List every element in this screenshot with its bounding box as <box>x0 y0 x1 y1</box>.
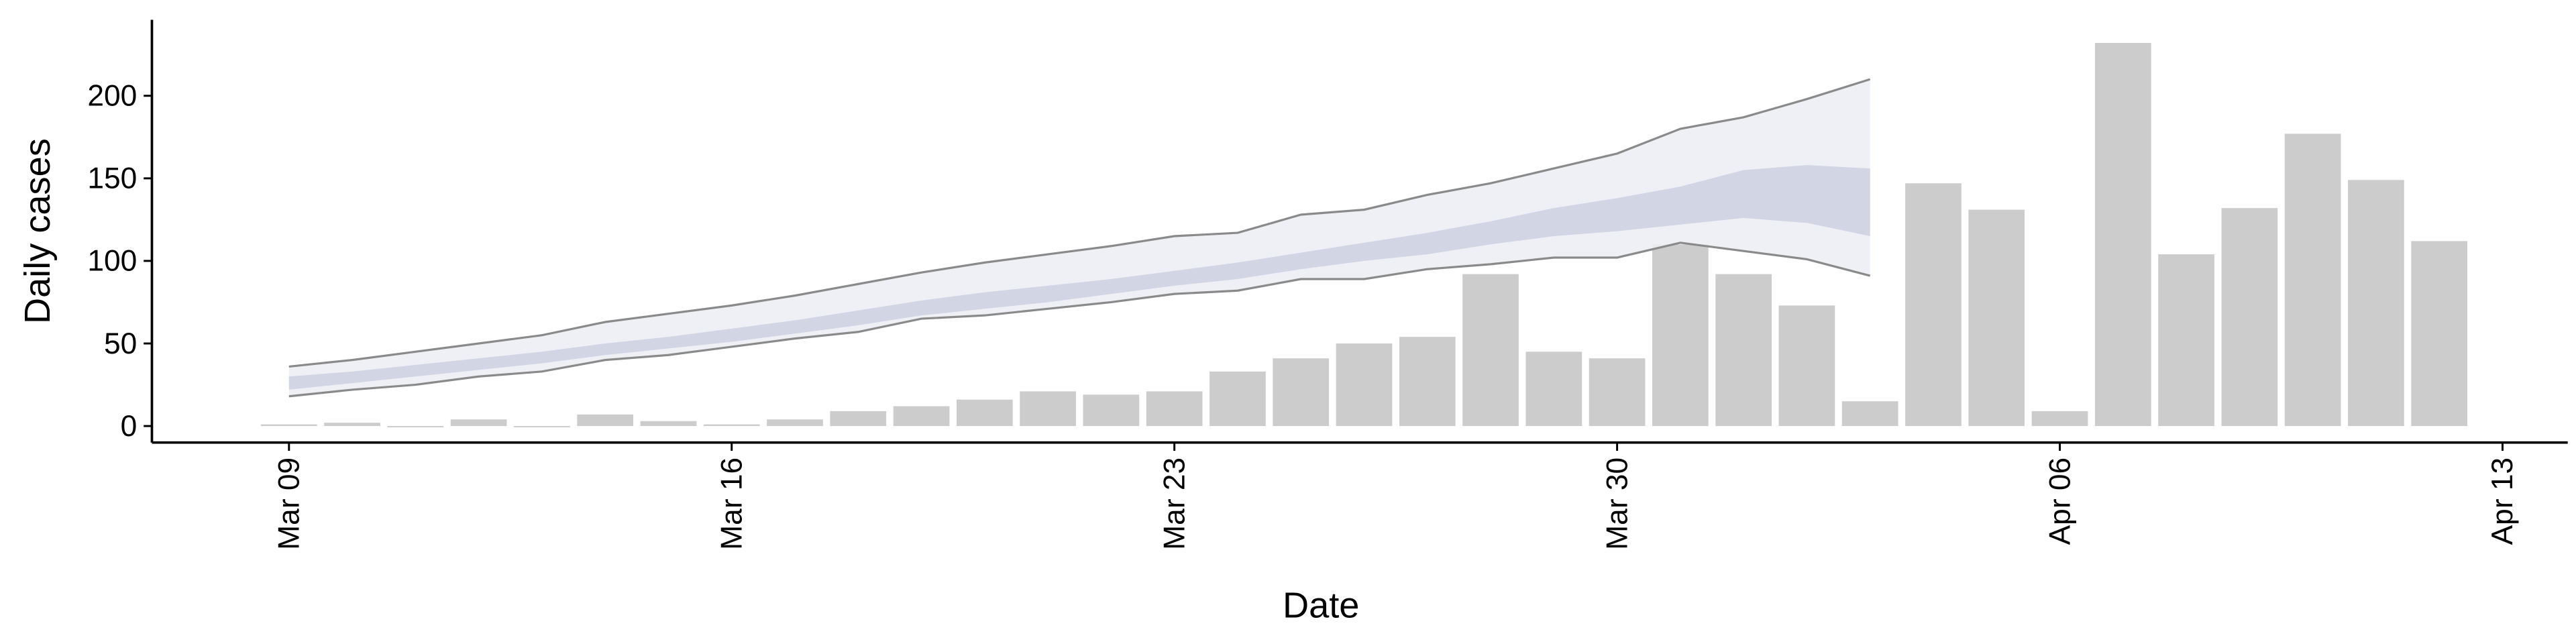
bar <box>1525 352 1582 427</box>
bar <box>2094 43 2151 427</box>
bar <box>2284 133 2341 427</box>
band-outer <box>288 79 1870 396</box>
bar <box>1020 391 1076 427</box>
band-lower-line <box>288 241 1871 398</box>
bar <box>1462 274 1519 427</box>
bar <box>1905 183 1962 427</box>
x-tick-label: Mar 30 <box>1601 458 1633 550</box>
y-tick-label: 200 <box>87 80 137 113</box>
bar <box>450 419 507 427</box>
bar <box>703 424 760 427</box>
x-tick-label: Mar 09 <box>273 458 306 550</box>
x-axis-title: Date <box>1283 586 1359 626</box>
y-tick-label: 100 <box>87 245 137 278</box>
bar <box>893 406 950 427</box>
bar <box>1083 394 1140 427</box>
bar <box>1715 274 1772 427</box>
bar <box>767 419 823 427</box>
y-tick-label: 50 <box>104 327 137 360</box>
x-tick-label: Apr 13 <box>2486 458 2519 545</box>
x-tick-label: Mar 23 <box>1158 458 1191 550</box>
bar <box>2031 411 2088 427</box>
band-inner <box>288 165 1870 390</box>
bar <box>324 423 380 427</box>
x-tick-label: Apr 06 <box>2043 458 2076 545</box>
bar <box>956 399 1013 427</box>
x-tick-label: Mar 16 <box>715 458 748 550</box>
bar <box>640 421 697 427</box>
bar <box>1589 358 1646 427</box>
bar <box>1778 305 1835 427</box>
bar <box>2348 180 2404 427</box>
y-tick-label: 0 <box>121 410 138 443</box>
bar <box>2221 208 2278 427</box>
bar <box>1652 244 1709 427</box>
bar <box>2158 254 2214 427</box>
band-upper-line <box>288 78 1871 368</box>
bar <box>1146 391 1203 427</box>
bar <box>830 411 887 427</box>
bar <box>1399 337 1456 427</box>
bar <box>1210 371 1266 427</box>
bar <box>1336 343 1393 427</box>
y-axis-title: Daily cases <box>17 138 58 324</box>
bar <box>514 426 570 428</box>
bar <box>2411 241 2468 427</box>
bar <box>577 414 633 427</box>
bar <box>260 424 317 427</box>
y-tick-label: 150 <box>87 162 137 195</box>
bar <box>1968 209 2025 427</box>
bar <box>1273 358 1330 427</box>
bar <box>1841 401 1898 427</box>
bar <box>387 426 444 428</box>
